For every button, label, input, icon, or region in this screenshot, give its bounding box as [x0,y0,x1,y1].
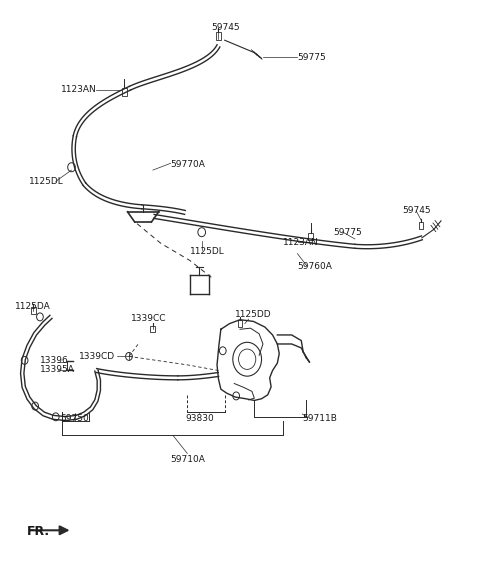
Text: 1125DA: 1125DA [15,302,51,311]
Bar [151,326,156,332]
Text: 1339CC: 1339CC [132,314,167,323]
Circle shape [219,347,226,355]
Text: 59770A: 59770A [170,160,205,169]
Text: 59745: 59745 [211,23,240,32]
Text: 1339CD: 1339CD [79,352,116,361]
Text: 59750: 59750 [60,414,89,423]
Text: 1123AN: 1123AN [60,85,96,95]
Bar [31,307,36,314]
Circle shape [21,357,28,365]
Text: 1125DD: 1125DD [235,310,272,319]
Circle shape [52,413,59,421]
Circle shape [32,402,38,410]
Text: 13395A: 13395A [40,366,75,375]
Text: 59760A: 59760A [298,261,332,271]
Text: 1123AN: 1123AN [283,238,319,247]
Bar [122,88,127,96]
Text: 93830: 93830 [185,414,214,423]
Circle shape [68,163,75,171]
Bar [309,233,313,241]
Text: 59775: 59775 [333,228,362,237]
Circle shape [198,228,205,237]
Text: 1125DL: 1125DL [190,247,225,256]
Text: 13396: 13396 [40,357,69,366]
Text: 59745: 59745 [403,206,432,215]
Bar [238,320,242,327]
Text: 59775: 59775 [298,53,326,62]
Bar [216,32,221,40]
Circle shape [36,313,43,321]
Circle shape [233,392,240,400]
Text: 1125DL: 1125DL [29,177,64,186]
Bar [419,222,423,229]
Text: 59710A: 59710A [170,454,205,464]
Text: FR.: FR. [27,525,50,538]
Text: 59711B: 59711B [302,414,337,423]
